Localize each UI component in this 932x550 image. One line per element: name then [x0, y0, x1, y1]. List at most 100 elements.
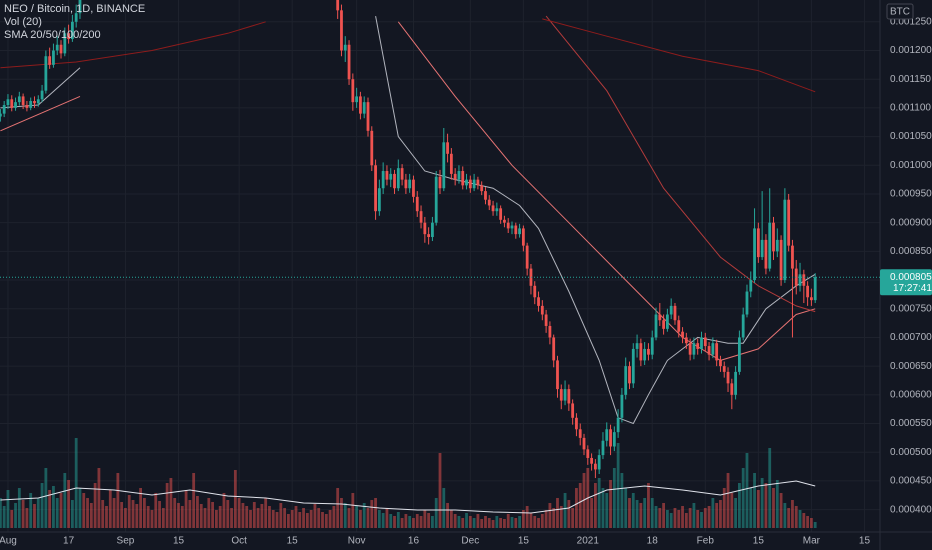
volume-bar	[465, 513, 468, 528]
volume-bar	[601, 488, 605, 528]
volume-bar	[612, 468, 616, 528]
volume-bar	[264, 498, 268, 528]
candle-body	[582, 437, 586, 450]
candle-body	[605, 429, 609, 441]
candle-body	[412, 179, 415, 197]
x-tick-label: 15	[859, 536, 871, 547]
candle-body	[529, 268, 533, 286]
volume-bar	[787, 508, 791, 528]
candle-body	[601, 440, 605, 456]
volume-bar	[0, 498, 2, 528]
volume-bar	[760, 478, 764, 528]
volume-bar	[192, 473, 196, 528]
candle-body	[48, 56, 52, 65]
volume-bar	[226, 500, 230, 528]
volume-bar	[753, 473, 756, 528]
volume-bar	[525, 506, 529, 528]
candle-body	[442, 142, 446, 189]
volume-bar	[351, 493, 355, 528]
volume-bar	[692, 503, 696, 528]
volume-bar	[503, 519, 506, 528]
volume-bar	[294, 506, 298, 528]
candle-body	[563, 389, 567, 401]
candle-body	[616, 417, 620, 433]
volume-bar	[241, 503, 245, 528]
volume-bar	[377, 510, 381, 528]
volume-bar	[173, 498, 177, 528]
volume-bar	[317, 508, 321, 528]
volume-bar	[33, 504, 36, 528]
countdown-label: 17:27:41	[893, 283, 932, 294]
candle-body	[431, 222, 434, 238]
candle-body	[567, 389, 571, 404]
candle-body	[669, 305, 673, 315]
y-tick-label: 0.000850	[890, 246, 932, 257]
volume-bar	[184, 490, 188, 528]
candle-body	[677, 320, 681, 332]
candle-body	[359, 96, 362, 114]
volume-bar	[449, 510, 453, 528]
indicator-label: Vol (20)	[4, 16, 42, 28]
y-tick-label: 0.000750	[890, 303, 932, 314]
volume-bar	[412, 518, 415, 528]
candle-body	[783, 199, 787, 281]
candle-body	[719, 360, 722, 367]
y-tick-label: 0.000900	[890, 217, 932, 228]
candle-body	[14, 102, 17, 108]
axes: 0.000400 0.000450 0.000500 0.000550 0.000600…	[0, 16, 932, 547]
volume-bar	[63, 473, 67, 528]
volume-bar	[230, 508, 233, 528]
candle-body	[665, 314, 669, 329]
x-tick-label: 15	[753, 536, 765, 547]
volume-bar	[631, 493, 635, 528]
candle-body	[741, 314, 745, 338]
candle-body	[631, 348, 635, 384]
candle-body	[684, 337, 688, 344]
candle-body	[609, 429, 612, 447]
volume-bar	[662, 503, 666, 528]
x-tick-label: 15	[173, 536, 185, 547]
candle-body	[446, 142, 449, 154]
volume-bar	[745, 453, 749, 528]
volume-bar	[624, 488, 628, 528]
volume-bar	[461, 518, 465, 528]
candle-body	[465, 179, 468, 186]
volume-bar	[810, 518, 813, 528]
volume-bar	[431, 516, 434, 528]
volume-bar	[78, 488, 82, 528]
candle-body	[810, 297, 813, 301]
y-tick-label: 0.000400	[890, 504, 932, 515]
candle-body	[427, 234, 431, 238]
candle-body	[597, 455, 601, 470]
x-tick-label: 15	[287, 536, 299, 547]
candle-body	[559, 389, 563, 401]
candle-body	[340, 10, 343, 51]
candle-body	[578, 429, 582, 438]
candle-body	[707, 346, 711, 355]
volume-bar	[374, 498, 377, 528]
volume-bar	[734, 498, 738, 528]
x-tick-label: Dec	[461, 536, 479, 547]
candle-body	[639, 343, 643, 361]
volume-bar	[730, 493, 734, 528]
currency-badge	[886, 3, 914, 20]
volume-bar	[442, 488, 446, 528]
volume-bar	[772, 488, 775, 528]
candles	[0, 0, 817, 479]
volume-bar	[658, 508, 662, 528]
candle-body	[33, 101, 36, 104]
candle-body	[2, 105, 6, 114]
candle-body	[525, 245, 529, 269]
candle-body	[734, 371, 738, 395]
y-tick-label: 0.000650	[890, 361, 932, 372]
candle-body	[700, 337, 703, 349]
volume-bar	[44, 468, 48, 528]
x-tick-label: 2021	[577, 536, 600, 547]
volume-bar	[328, 510, 332, 528]
grid	[0, 0, 880, 532]
volume-bar	[521, 510, 525, 528]
volume-bar	[366, 508, 370, 528]
candle-body	[681, 331, 684, 338]
x-tick-label: 18	[647, 536, 659, 547]
